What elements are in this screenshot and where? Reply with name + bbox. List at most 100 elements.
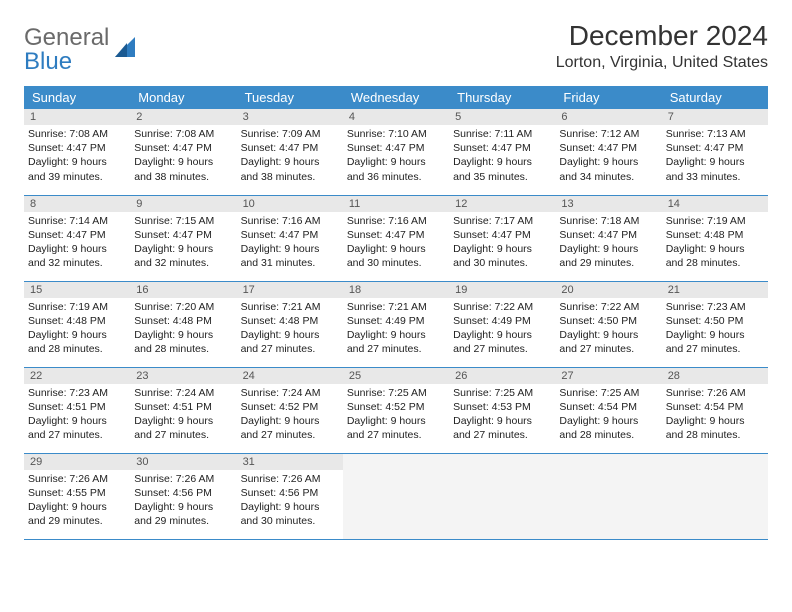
sunrise-line: Sunrise: 7:23 AM [666, 300, 764, 314]
weekday-header: Friday [555, 86, 661, 109]
weekday-header: Sunday [24, 86, 130, 109]
sunset-line: Sunset: 4:52 PM [241, 400, 339, 414]
location: Lorton, Virginia, United States [556, 54, 768, 72]
calendar-week-row: 29Sunrise: 7:26 AMSunset: 4:55 PMDayligh… [24, 453, 768, 539]
daylight-line: Daylight: 9 hours and 35 minutes. [453, 155, 551, 183]
day-number: 30 [130, 454, 236, 470]
day-number: 26 [449, 368, 555, 384]
daylight-line: Daylight: 9 hours and 27 minutes. [453, 328, 551, 356]
calendar-week-row: 8Sunrise: 7:14 AMSunset: 4:47 PMDaylight… [24, 195, 768, 281]
sunrise-line: Sunrise: 7:25 AM [453, 386, 551, 400]
day-data: Sunrise: 7:11 AMSunset: 4:47 PMDaylight:… [449, 125, 555, 188]
daylight-line: Daylight: 9 hours and 30 minutes. [241, 500, 339, 528]
sunrise-line: Sunrise: 7:26 AM [666, 386, 764, 400]
day-data: Sunrise: 7:19 AMSunset: 4:48 PMDaylight:… [662, 212, 768, 275]
day-data: Sunrise: 7:13 AMSunset: 4:47 PMDaylight:… [662, 125, 768, 188]
sunrise-line: Sunrise: 7:16 AM [241, 214, 339, 228]
day-data: Sunrise: 7:08 AMSunset: 4:47 PMDaylight:… [130, 125, 236, 188]
logo: General Blue [24, 26, 139, 74]
calendar-cell: 27Sunrise: 7:25 AMSunset: 4:54 PMDayligh… [555, 367, 661, 453]
sunset-line: Sunset: 4:47 PM [453, 228, 551, 242]
sunset-line: Sunset: 4:49 PM [347, 314, 445, 328]
day-number: 28 [662, 368, 768, 384]
sunset-line: Sunset: 4:48 PM [28, 314, 126, 328]
daylight-line: Daylight: 9 hours and 38 minutes. [241, 155, 339, 183]
day-data: Sunrise: 7:18 AMSunset: 4:47 PMDaylight:… [555, 212, 661, 275]
sunset-line: Sunset: 4:51 PM [134, 400, 232, 414]
title-block: December 2024 Lorton, Virginia, United S… [556, 20, 768, 72]
sunrise-line: Sunrise: 7:26 AM [241, 472, 339, 486]
sunset-line: Sunset: 4:47 PM [241, 228, 339, 242]
day-number: 13 [555, 196, 661, 212]
calendar-cell: 29Sunrise: 7:26 AMSunset: 4:55 PMDayligh… [24, 453, 130, 539]
day-data: Sunrise: 7:17 AMSunset: 4:47 PMDaylight:… [449, 212, 555, 275]
day-data: Sunrise: 7:26 AMSunset: 4:54 PMDaylight:… [662, 384, 768, 447]
day-data: Sunrise: 7:25 AMSunset: 4:53 PMDaylight:… [449, 384, 555, 447]
day-data: Sunrise: 7:24 AMSunset: 4:52 PMDaylight:… [237, 384, 343, 447]
calendar-cell: 13Sunrise: 7:18 AMSunset: 4:47 PMDayligh… [555, 195, 661, 281]
day-number: 27 [555, 368, 661, 384]
daylight-line: Daylight: 9 hours and 27 minutes. [347, 414, 445, 442]
sunrise-line: Sunrise: 7:23 AM [28, 386, 126, 400]
day-data: Sunrise: 7:23 AMSunset: 4:51 PMDaylight:… [24, 384, 130, 447]
day-data: Sunrise: 7:22 AMSunset: 4:50 PMDaylight:… [555, 298, 661, 361]
weekday-header: Wednesday [343, 86, 449, 109]
daylight-line: Daylight: 9 hours and 31 minutes. [241, 242, 339, 270]
sunrise-line: Sunrise: 7:21 AM [241, 300, 339, 314]
sunset-line: Sunset: 4:47 PM [28, 141, 126, 155]
sunset-line: Sunset: 4:47 PM [559, 228, 657, 242]
sunset-line: Sunset: 4:54 PM [666, 400, 764, 414]
sunset-line: Sunset: 4:47 PM [28, 228, 126, 242]
sunset-line: Sunset: 4:47 PM [347, 141, 445, 155]
day-number: 10 [237, 196, 343, 212]
calendar-cell [662, 453, 768, 539]
sunset-line: Sunset: 4:53 PM [453, 400, 551, 414]
weekday-header: Monday [130, 86, 236, 109]
daylight-line: Daylight: 9 hours and 38 minutes. [134, 155, 232, 183]
daylight-line: Daylight: 9 hours and 27 minutes. [241, 414, 339, 442]
sunset-line: Sunset: 4:47 PM [453, 141, 551, 155]
calendar-cell: 14Sunrise: 7:19 AMSunset: 4:48 PMDayligh… [662, 195, 768, 281]
calendar-cell: 21Sunrise: 7:23 AMSunset: 4:50 PMDayligh… [662, 281, 768, 367]
sunrise-line: Sunrise: 7:08 AM [28, 127, 126, 141]
sunrise-line: Sunrise: 7:24 AM [241, 386, 339, 400]
daylight-line: Daylight: 9 hours and 27 minutes. [28, 414, 126, 442]
daylight-line: Daylight: 9 hours and 33 minutes. [666, 155, 764, 183]
day-data: Sunrise: 7:26 AMSunset: 4:55 PMDaylight:… [24, 470, 130, 533]
day-number: 3 [237, 109, 343, 125]
sunset-line: Sunset: 4:56 PM [241, 486, 339, 500]
daylight-line: Daylight: 9 hours and 27 minutes. [134, 414, 232, 442]
sunset-line: Sunset: 4:54 PM [559, 400, 657, 414]
daylight-line: Daylight: 9 hours and 28 minutes. [28, 328, 126, 356]
daylight-line: Daylight: 9 hours and 28 minutes. [666, 414, 764, 442]
sunrise-line: Sunrise: 7:21 AM [347, 300, 445, 314]
sunset-line: Sunset: 4:48 PM [241, 314, 339, 328]
sunset-line: Sunset: 4:47 PM [666, 141, 764, 155]
weekday-header-row: Sunday Monday Tuesday Wednesday Thursday… [24, 86, 768, 109]
day-data: Sunrise: 7:24 AMSunset: 4:51 PMDaylight:… [130, 384, 236, 447]
calendar-week-row: 15Sunrise: 7:19 AMSunset: 4:48 PMDayligh… [24, 281, 768, 367]
calendar-cell: 12Sunrise: 7:17 AMSunset: 4:47 PMDayligh… [449, 195, 555, 281]
daylight-line: Daylight: 9 hours and 28 minutes. [134, 328, 232, 356]
sail-icon [113, 35, 139, 66]
daylight-line: Daylight: 9 hours and 39 minutes. [28, 155, 126, 183]
sunrise-line: Sunrise: 7:09 AM [241, 127, 339, 141]
calendar-cell: 19Sunrise: 7:22 AMSunset: 4:49 PMDayligh… [449, 281, 555, 367]
sunset-line: Sunset: 4:50 PM [666, 314, 764, 328]
day-number: 31 [237, 454, 343, 470]
calendar-cell [449, 453, 555, 539]
sunrise-line: Sunrise: 7:19 AM [666, 214, 764, 228]
day-number: 5 [449, 109, 555, 125]
calendar-week-row: 22Sunrise: 7:23 AMSunset: 4:51 PMDayligh… [24, 367, 768, 453]
daylight-line: Daylight: 9 hours and 29 minutes. [559, 242, 657, 270]
weekday-header: Tuesday [237, 86, 343, 109]
header: General Blue December 2024 Lorton, Virgi… [24, 20, 768, 74]
sunrise-line: Sunrise: 7:25 AM [347, 386, 445, 400]
daylight-line: Daylight: 9 hours and 32 minutes. [134, 242, 232, 270]
calendar-cell: 24Sunrise: 7:24 AMSunset: 4:52 PMDayligh… [237, 367, 343, 453]
day-number: 20 [555, 282, 661, 298]
sunrise-line: Sunrise: 7:22 AM [559, 300, 657, 314]
calendar-body: 1Sunrise: 7:08 AMSunset: 4:47 PMDaylight… [24, 109, 768, 539]
calendar-cell: 16Sunrise: 7:20 AMSunset: 4:48 PMDayligh… [130, 281, 236, 367]
sunrise-line: Sunrise: 7:15 AM [134, 214, 232, 228]
